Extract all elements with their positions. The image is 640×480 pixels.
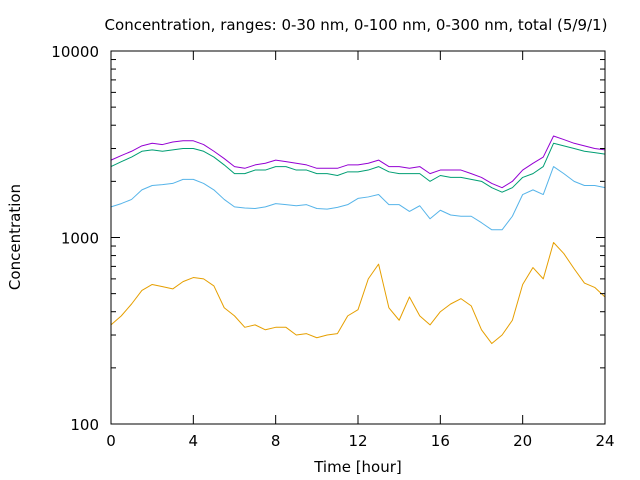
x-tick-label-6: 24 bbox=[595, 432, 614, 450]
y-tick-label-1: 1000 bbox=[61, 230, 99, 248]
x-tick-label-1: 4 bbox=[189, 432, 199, 450]
y-axis-label: Concentration bbox=[6, 184, 24, 290]
plot-frame bbox=[110, 50, 606, 425]
x-tick-label-4: 16 bbox=[431, 432, 450, 450]
series-line-1 bbox=[110, 242, 606, 345]
x-tick-label-3: 12 bbox=[348, 432, 367, 450]
series-line-4 bbox=[110, 135, 606, 189]
y-tick-label-0: 100 bbox=[70, 416, 99, 434]
x-tick-label-5: 20 bbox=[513, 432, 532, 450]
series-layer bbox=[110, 135, 606, 345]
series-line-2 bbox=[110, 166, 606, 231]
tick-label-layer: 0 4 8 12 16 20 24 100 1000 10000 bbox=[51, 43, 614, 450]
x-tick-label-0: 0 bbox=[106, 432, 116, 450]
y-tick-label-2: 10000 bbox=[51, 43, 99, 61]
chart-title: Concentration, ranges: 0-30 nm, 0-100 nm… bbox=[105, 16, 608, 34]
series-line-3 bbox=[110, 142, 606, 193]
x-tick-label-2: 8 bbox=[271, 432, 281, 450]
x-axis-label: Time [hour] bbox=[313, 458, 402, 476]
